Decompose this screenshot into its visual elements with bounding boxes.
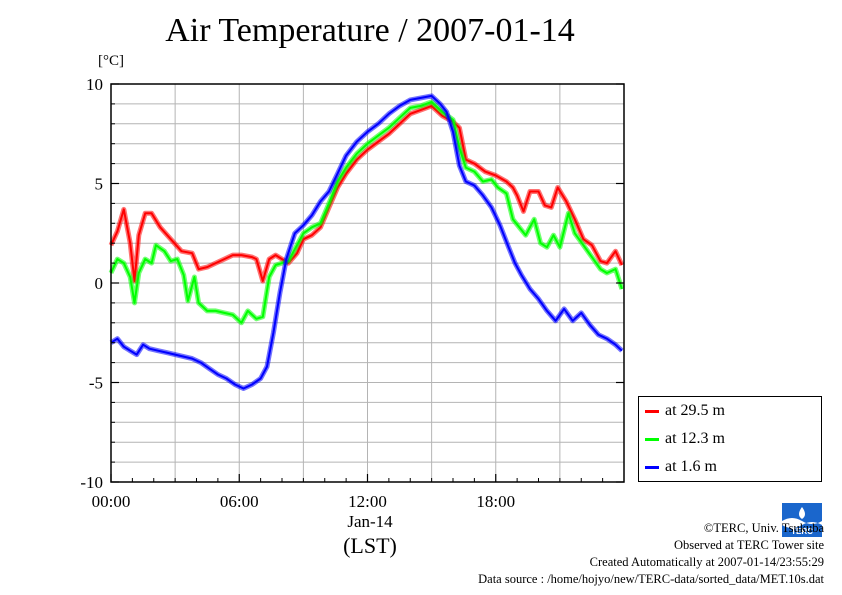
y-tick-label: 10 [86,75,103,94]
x-tick-label: 18:00 [476,492,515,511]
created-text: Created Automatically at 2007-01-14/23:5… [589,555,824,569]
legend-label: at 29.5 m [665,402,725,419]
x-axis-label: (LST) [343,533,397,558]
legend-item-12-3m: at 12.3 m [645,429,725,449]
y-tick-label: -10 [80,473,103,492]
source-text: Data source : /home/hojyo/new/TERC-data/… [478,572,824,586]
legend-swatch-green [645,437,659,441]
legend-label: at 1.6 m [665,458,717,475]
series-line-at-1-6-m [110,94,623,390]
observed-text: Observed at TERC Tower site [673,538,824,552]
legend: at 29.5 m at 12.3 m at 1.6 m [638,396,822,482]
svg-text:TERC: TERC [791,527,813,536]
x-tick-label: 06:00 [220,492,259,511]
copyright-text: ©TERC, Univ. Tsukuba [703,521,824,535]
legend-swatch-red [645,409,659,413]
x-tick-label: 00:00 [92,492,131,511]
terc-logo-icon: TERC [782,503,822,537]
series-line-at-12-3-m [110,100,623,324]
chart-title: Air Temperature / 2007-01-14 [165,12,575,49]
x-tick-label: 12:00 [348,492,387,511]
x-axis-date-label: Jan-14 [347,512,393,531]
footer-info: ©TERC, Univ. Tsukuba Observed at TERC To… [478,520,824,588]
series-line-at-29-5-m [110,104,623,282]
y-tick-label: 0 [95,274,104,293]
series-halo-at-1-6-m [109,93,624,391]
y-tick-label: 5 [95,175,104,194]
y-tick-label: -5 [89,374,103,393]
series-lines [108,93,625,391]
y-axis-unit-label: [°C] [98,53,124,69]
legend-label: at 12.3 m [665,430,725,447]
legend-item-29-5m: at 29.5 m [645,401,725,421]
legend-item-1-6m: at 1.6 m [645,457,717,477]
legend-swatch-blue [645,465,659,469]
